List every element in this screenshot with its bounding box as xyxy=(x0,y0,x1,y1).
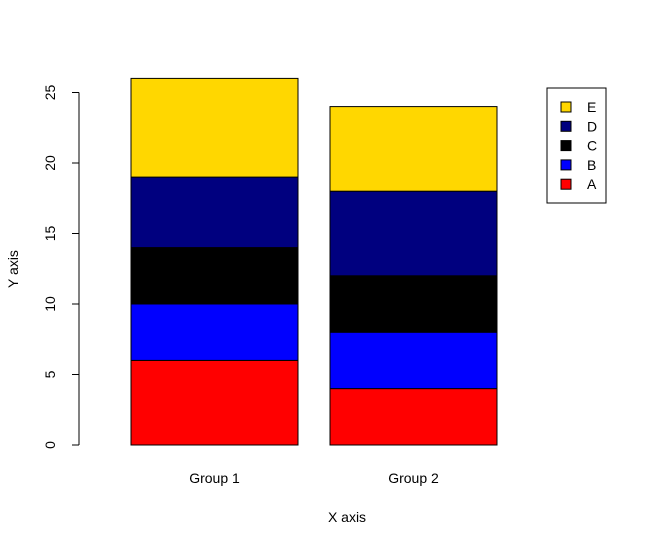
legend-label-c: C xyxy=(587,138,597,154)
bar-group-2-series-b xyxy=(329,331,498,390)
legend-swatch-b xyxy=(560,159,572,171)
y-tick-label: 10 xyxy=(42,296,58,312)
bar-group-1-series-e xyxy=(130,77,299,178)
y-tick-label: 5 xyxy=(42,370,58,378)
legend-swatch-e xyxy=(560,101,572,113)
legend-box xyxy=(546,87,607,204)
x-axis-title: X axis xyxy=(328,509,366,525)
x-tick-label: Group 1 xyxy=(189,470,240,486)
legend-swatch-c xyxy=(560,140,572,152)
bar-group-2-series-c xyxy=(329,275,498,333)
bar-group-1-series-b xyxy=(130,303,299,361)
bar-group-1-series-d xyxy=(130,176,299,249)
bar-group-2-series-a xyxy=(329,388,498,446)
x-tick-label: Group 2 xyxy=(388,470,439,486)
bars-layer xyxy=(130,77,498,446)
legend-label-d: D xyxy=(587,118,597,134)
bar-group-2-series-e xyxy=(329,106,498,192)
y-tick-label: 25 xyxy=(42,85,58,101)
bar-group-2-series-d xyxy=(329,190,498,277)
legend-swatch-a xyxy=(560,178,572,190)
legend-label-b: B xyxy=(587,157,596,173)
bar-group-1-series-c xyxy=(130,247,299,305)
y-tick-label: 20 xyxy=(42,155,58,171)
y-axis-title: Y axis xyxy=(5,250,21,288)
y-tick-label: 0 xyxy=(42,441,58,449)
legend-label-e: E xyxy=(587,99,596,115)
y-tick-label: 15 xyxy=(42,226,58,242)
bar-group-1-series-a xyxy=(130,359,299,446)
legend-label-a: A xyxy=(587,176,597,192)
x-axis-labels: Group 1 Group 2 xyxy=(189,470,439,486)
y-axis: 0 5 10 15 20 25 xyxy=(42,85,80,449)
legend-swatch-d xyxy=(560,120,572,132)
